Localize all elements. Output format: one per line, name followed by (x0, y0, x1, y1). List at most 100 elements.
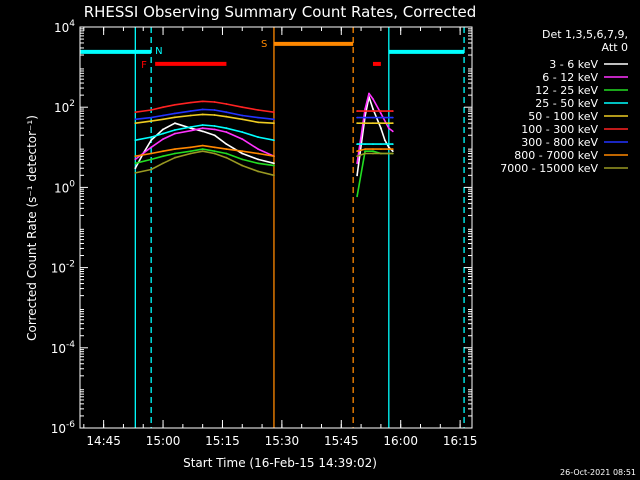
series-800-7000-kev-segment-1 (356, 148, 393, 152)
series-3-6-kev-point-0-3 (162, 128, 164, 131)
plot-area: NF S (79, 27, 465, 428)
x-tick-label-16-15: 16:15 (443, 434, 478, 448)
series-3-6-kev-segment-1 (356, 96, 394, 176)
series-25-50-kev-point-1-4 (387, 143, 390, 146)
legend-item-3-6-kev-label: 3 - 6 keV (549, 58, 598, 71)
series-6-12-kev-point-0-7 (225, 131, 228, 133)
series-25-50-kev-point-0-3 (174, 129, 176, 131)
series-300-800-kev-point-1-2 (372, 116, 374, 119)
series-800-7000-kev-point-1-5 (391, 148, 394, 151)
series-3-6-kev-point-1-6 (387, 146, 390, 149)
series-300-800-kev-point-0-6 (213, 109, 216, 111)
x-tick-label-15-45: 15:45 (324, 434, 359, 448)
series-6-12-kev-point-1-3 (372, 98, 374, 100)
series-7000-15000-kev-point-1-4 (387, 152, 390, 155)
series-12-25-kev-segment-1 (356, 150, 393, 197)
legend-title-line-1: Det 1,3,5,6,7,9, (542, 28, 628, 41)
series-7000-15000-kev-point-0-6 (213, 152, 216, 155)
series-7000-15000-kev-point-0-9 (257, 170, 260, 173)
series-50-100-kev-point-0-5 (201, 113, 204, 116)
series-3-6-kev-point-0-9 (241, 152, 244, 155)
series-3-6-kev-point-0-6 (201, 130, 204, 133)
series-25-50-kev-point-0-1 (150, 136, 153, 138)
series-12-25-kev-point-0-3 (174, 152, 176, 155)
legend-item-50-100-kev-label: 50 - 100 keV (528, 110, 598, 123)
series-7000-15000-kev-segment-0 (135, 150, 275, 177)
series-12-25-kev-point-0-6 (213, 150, 216, 153)
series-25-50-kev-point-1-3 (379, 143, 382, 146)
series-12-25-kev-point-0-10 (273, 164, 275, 167)
series-50-100-kev-point-0-3 (174, 116, 176, 119)
series-50-100-kev-point-0-9 (257, 121, 260, 124)
series-7000-15000-kev-point-0-8 (241, 164, 244, 167)
series-7000-15000-kev-point-0-1 (150, 168, 153, 171)
legend-item-800-7000-kev-label: 800 - 7000 keV (514, 149, 598, 162)
annotation-n-label: N (155, 46, 162, 57)
series-25-50-kev-point-0-0 (134, 139, 137, 142)
series-800-7000-kev-point-1-0 (356, 150, 359, 153)
series-300-800-kev-point-1-3 (379, 116, 382, 119)
series-12-25-kev-point-0-5 (201, 148, 204, 151)
series-100-300-kev-point-1-2 (372, 110, 374, 112)
series-50-100-kev-segment-0 (135, 113, 275, 124)
y-tick-label--2: 10-2 (51, 260, 75, 276)
series-3-6-kev-point-0-11 (273, 162, 275, 165)
series-100-300-kev-point-0-9 (257, 109, 260, 111)
series-100-300-kev-point-0-10 (273, 111, 275, 114)
series-100-300-kev-point-0-5 (201, 100, 204, 103)
x-tick-label-15-00: 15:00 (146, 434, 181, 448)
series-7000-15000-kev-point-1-1 (364, 152, 366, 155)
series-7000-15000-kev-point-0-3 (174, 156, 176, 159)
series-12-25-kev-point-0-2 (162, 155, 164, 158)
series-300-800-kev-point-1-1 (364, 116, 366, 119)
series-800-7000-kev-point-0-5 (201, 144, 204, 147)
y-axis: 10-6 10-4 10-2 100 102 104 (51, 19, 472, 436)
series-50-100-kev-point-1-1 (364, 122, 366, 125)
y-tick-label--6: 10-6 (51, 420, 76, 436)
legend-item-300-800-kev-label: 300 - 800 keV (521, 136, 598, 149)
legend-item-12-25-kev-label: 12 - 25 keV (535, 84, 598, 97)
y-tick-label-2: 102 (54, 99, 75, 115)
series-300-800-kev-point-0-8 (241, 114, 244, 117)
series-25-50-kev-point-1-5 (391, 143, 394, 146)
y-tick-label-0: 100 (54, 179, 75, 195)
series-6-12-kev-point-0-4 (189, 129, 192, 132)
series-6-12-kev-point-0-8 (241, 138, 244, 141)
series-300-800-kev-point-1-4 (387, 116, 390, 119)
x-axis-label: Start Time (16-Feb-15 14:39:02) (183, 456, 377, 470)
series-100-300-kev-point-0-3 (174, 103, 176, 106)
series-7000-15000-kev-point-0-2 (162, 162, 164, 165)
x-axis: 14:45 15:00 15:15 15:30 15:45 16:00 16:15 (83, 27, 478, 448)
series-3-6-kev-point-0-7 (213, 134, 216, 137)
series-50-100-kev-point-0-1 (150, 120, 153, 123)
series-12-25-kev-point-0-4 (189, 150, 192, 153)
series-12-25-kev-point-0-7 (225, 152, 228, 155)
series-6-12-kev-point-0-3 (174, 132, 176, 135)
series-25-50-kev-point-1-1 (364, 143, 366, 146)
y-axis-label: Corrected Count Rate (s⁻¹ detector⁻¹) (25, 115, 39, 341)
series-100-300-kev-point-0-4 (189, 101, 192, 104)
series-50-100-kev-point-0-7 (225, 115, 228, 118)
series-3-6-kev-point-0-10 (257, 158, 260, 161)
series-300-800-kev-point-1-5 (391, 116, 394, 119)
series-7000-15000-kev-point-1-2 (372, 152, 374, 155)
series-50-100-kev-point-0-6 (213, 114, 216, 116)
series-800-7000-kev-point-0-4 (189, 146, 192, 149)
series-100-300-kev-point-0-1 (150, 109, 153, 111)
series-6-12-kev-point-0-2 (162, 138, 164, 141)
series-3-6-kev-point-1-7 (391, 150, 394, 153)
series-3-6-kev-point-0-4 (174, 122, 176, 125)
series-300-800-kev-point-0-7 (225, 111, 228, 114)
series-800-7000-kev-point-0-7 (225, 148, 228, 151)
series-50-100-kev-point-1-5 (391, 122, 394, 125)
annotation-s-label: S (261, 39, 267, 50)
series-800-7000-kev-point-1-4 (387, 148, 390, 151)
series-800-7000-kev-point-0-1 (150, 152, 153, 155)
series-300-800-kev-point-0-4 (189, 110, 192, 112)
series-100-300-kev-point-0-0 (134, 111, 137, 114)
series-100-300-kev-point-0-6 (213, 101, 216, 103)
series-100-300-kev-point-0-2 (162, 106, 164, 109)
series-7000-15000-kev-point-0-0 (134, 171, 137, 174)
series-12-25-kev-point-0-9 (257, 162, 260, 165)
